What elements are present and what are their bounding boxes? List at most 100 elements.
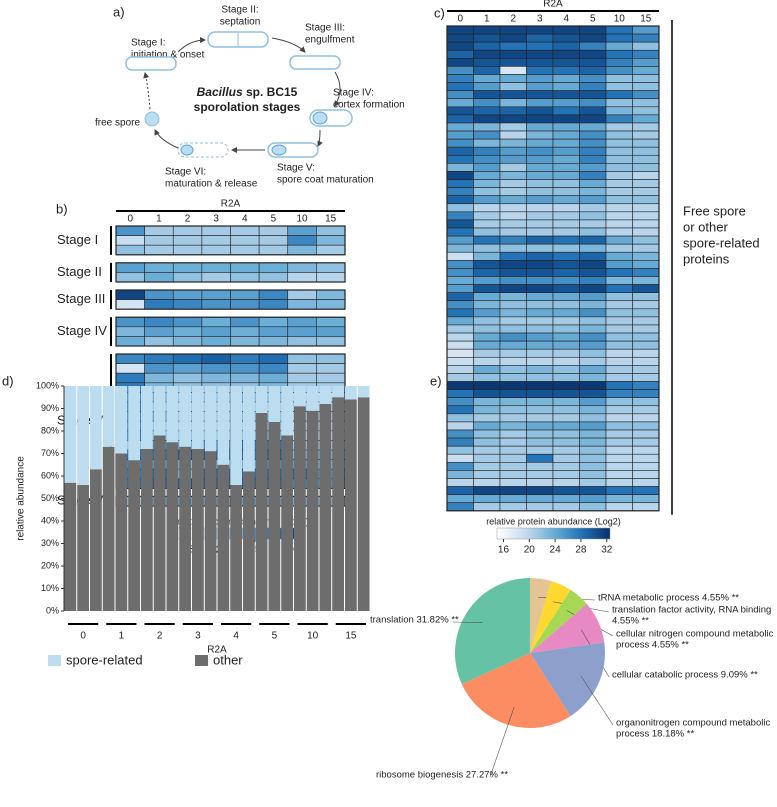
arrow [143, 72, 151, 110]
heatmap-cell [499, 219, 527, 229]
pie-label: tRNA metabolic process 4.55% ** [598, 593, 739, 604]
heatmap-cell [552, 405, 580, 415]
bar-segment [166, 442, 179, 611]
heatmap-cell [446, 437, 474, 447]
heatmap-cell [446, 470, 474, 479]
stage-label: cortex formation [333, 100, 405, 111]
heatmap-cell [579, 421, 607, 431]
heatmap-cell [552, 494, 580, 504]
heatmap-cell [552, 429, 580, 439]
heatmap-cell [499, 276, 527, 285]
heatmap-cell [473, 413, 501, 423]
colorbar-tick-label: 16 [498, 545, 510, 556]
forespore [312, 111, 328, 125]
heatmap-cell [579, 203, 607, 213]
heatmap-cell [499, 82, 527, 91]
heatmap-cell [172, 272, 203, 283]
side-label: or other [683, 219, 728, 234]
heatmap-cell [632, 235, 660, 245]
heatmap-cell [579, 74, 607, 83]
heatmap-cell [230, 235, 260, 246]
heatmap-cell [552, 284, 580, 293]
column-label: 0 [128, 214, 134, 225]
bar-segment [204, 451, 217, 611]
heatmap-cell [605, 389, 633, 398]
arrow [317, 129, 323, 147]
heatmap-cell [473, 381, 501, 390]
leader-line [489, 706, 515, 778]
heatmap-cell [499, 470, 527, 479]
heatmap-cell [473, 179, 501, 188]
heatmap-cell [632, 203, 660, 213]
heatmap-cell [258, 316, 289, 328]
heatmap-cell [526, 130, 554, 140]
heatmap-cell [632, 251, 660, 261]
heatmap-cell [526, 445, 554, 455]
heatmap-cell [499, 348, 527, 358]
heatmap-cell [579, 130, 607, 140]
heatmap-cell [473, 211, 501, 221]
heatmap-cell [605, 494, 633, 504]
group-label: 15 [345, 631, 357, 642]
heatmap-cell [473, 90, 501, 100]
heatmap-cell [605, 130, 633, 140]
forespore [180, 144, 194, 156]
heatmap-cell [579, 243, 607, 253]
heatmap-cell [632, 405, 660, 415]
heatmap-cell [473, 203, 501, 213]
group-label: Stage IV [57, 323, 107, 338]
header: R2A [543, 0, 563, 10]
heatmap-cell [446, 308, 474, 318]
heatmap-cell [579, 114, 607, 124]
heatmap-cell [526, 316, 554, 326]
heatmap-cell [605, 268, 633, 277]
heatmap-cell [473, 138, 501, 148]
heatmap-cell [605, 163, 633, 172]
heatmap-cell [473, 146, 501, 156]
heatmap-cell [230, 363, 260, 374]
stage-label: maturation & release [165, 179, 258, 190]
heatmap-cell [499, 146, 527, 156]
heatmap-cell [605, 195, 633, 205]
heatmap-cell [579, 453, 607, 463]
heatmap-cell [473, 284, 501, 293]
heatmap-cell [473, 405, 501, 415]
heatmap-cell [632, 25, 660, 35]
heatmap-cell [499, 251, 527, 261]
heatmap-cell [499, 445, 527, 455]
heatmap-cell [115, 299, 145, 310]
heatmap-cell [552, 82, 580, 91]
heatmap-cell [552, 389, 580, 398]
heatmap-cell [632, 300, 660, 310]
heatmap-cell [499, 340, 527, 350]
heatmap-cell [579, 308, 607, 318]
heatmap-cell [632, 397, 660, 407]
bar-segment [306, 410, 319, 611]
heatmap-cell [499, 154, 527, 164]
heatmap-cell [115, 353, 145, 364]
heatmap-cell [552, 243, 580, 253]
heatmap-cell [552, 470, 580, 479]
heatmap-cell [473, 308, 501, 318]
heatmap-cell [632, 58, 660, 67]
heatmap-cell [446, 58, 474, 67]
heatmap-cell [605, 470, 633, 479]
heatmap-cell [526, 58, 554, 67]
heatmap-cell [526, 437, 554, 447]
heatmap-cell [605, 365, 633, 374]
column-label: 3 [537, 14, 543, 25]
heatmap-cell [605, 260, 633, 269]
heatmap-cell [632, 292, 660, 302]
heatmap-cell [144, 353, 174, 364]
heatmap-cell [632, 316, 660, 326]
heatmap-cell [526, 494, 554, 504]
cell [289, 55, 341, 70]
group-label: Stage I [57, 232, 98, 247]
y-tick-label: 90% [41, 403, 59, 413]
heatmap-cell [446, 429, 474, 439]
heatmap-cell [526, 106, 554, 116]
heatmap-cell [605, 397, 633, 407]
heatmap-cell [473, 373, 501, 382]
colorbar-title: relative protein abundance (Log2) [486, 516, 621, 526]
diagram-title: Bacillus sp. BC15 [197, 85, 298, 99]
